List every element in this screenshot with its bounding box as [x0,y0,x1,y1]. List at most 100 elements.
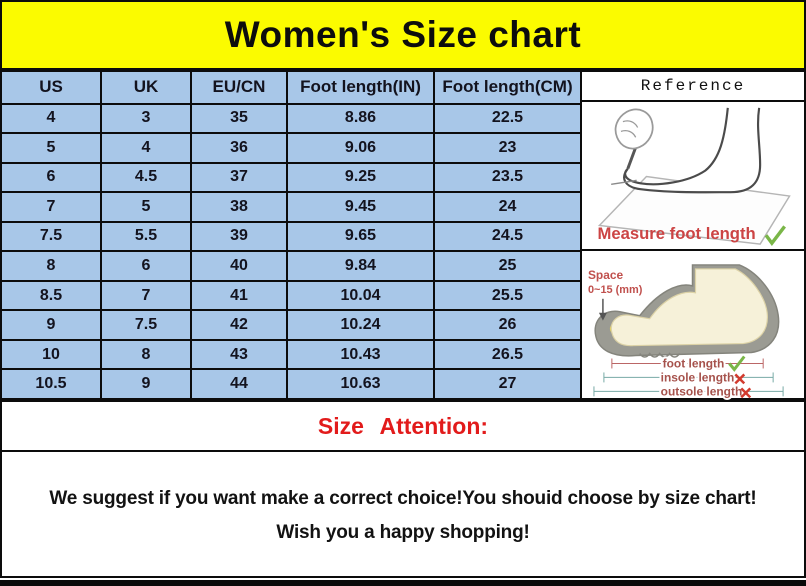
table-row: 6 4.5 37 9.25 23.5 [0,161,582,194]
foot-length-label: foot length [663,356,725,370]
table-cell: 22.5 [433,102,582,135]
table-cell: 25.5 [433,279,582,312]
table-row: 5 4 36 9.06 23 [0,132,582,164]
check-icon [764,225,786,246]
table-cell: 4.5 [100,161,192,194]
table-cell: 3 [100,102,192,135]
reference-header: Reference [582,72,804,102]
table-cell: 7.5 [0,220,102,253]
table-cell: 24.5 [433,220,582,253]
space-label-line1: Space [588,268,624,282]
table-header-row: US UK EU/CN Foot length(IN) Foot length(… [0,70,582,105]
space-label-line2: 0~15 (mm) [588,284,643,296]
table-cell: 5 [100,191,192,223]
reference-column: Reference Measure foot length [582,70,806,400]
table-cell: 10.24 [286,309,435,341]
table-row: 8 6 40 9.84 25 [0,250,582,282]
suggestion-line-1: We suggest if you want make a correct ch… [49,488,757,509]
table-row: 10 8 43 10.43 26.5 [0,338,582,371]
table-cell: 10.63 [286,368,435,400]
cross-icon [740,387,752,399]
table-cell: 7.5 [100,309,192,341]
table-cell: 10.5 [0,368,102,400]
column-header-foot-cm: Foot length(CM) [433,70,582,105]
toe-mark-line [611,179,637,186]
table-cell: 4 [100,132,192,164]
column-header-eucn: EU/CN [190,70,288,105]
table-cell: 23 [433,132,582,164]
table-cell: 27 [433,368,582,400]
table-cell: 7 [100,279,192,312]
insole-length-label: insole length [661,370,735,384]
table-cell: 9 [100,368,192,400]
table-cell: 4 [0,102,102,135]
table-cell: 38 [190,191,288,223]
table-row: 9 7.5 42 10.24 26 [0,309,582,341]
tread-squiggle [639,352,681,358]
shoe-length-box: Space 0~15 (mm) foot length [582,251,804,405]
table-cell: 36 [190,132,288,164]
table-row: 10.5 9 44 10.63 27 [0,368,582,400]
table-cell: 35 [190,102,288,135]
table-cell: 40 [190,250,288,282]
attention-section: Size Attention: [0,400,806,452]
table-cell: 9.06 [286,132,435,164]
table-cell: 39 [190,220,288,253]
table-cell: 8 [0,250,102,282]
suggestion-line-2: Wish you a happy shopping! [276,522,530,543]
table-row: 8.5 7 41 10.04 25.5 [0,279,582,312]
table-cell: 9 [0,309,102,341]
table-cell: 42 [190,309,288,341]
arrow-head [598,312,607,321]
table-cell: 8 [100,338,192,371]
table-cell: 8.86 [286,102,435,135]
chart-body: US UK EU/CN Foot length(IN) Foot length(… [0,70,806,400]
table-cell: 5 [0,132,102,164]
table-cell: 10 [0,338,102,371]
finger-lines [620,120,639,138]
table-cell: 44 [190,368,288,400]
bottom-bar [0,580,806,586]
table-row: 4 3 35 8.86 22.5 [0,102,582,135]
table-row: 7.5 5.5 39 9.65 24.5 [0,220,582,253]
table-cell: 7 [0,191,102,223]
table-cell: 6 [0,161,102,194]
hand-shape [614,108,654,150]
table-cell: 9.25 [286,161,435,194]
table-cell: 43 [190,338,288,371]
table-cell: 25 [433,250,582,282]
table-cell: 37 [190,161,288,194]
table-cell: 5.5 [100,220,192,253]
table-cell: 23.5 [433,161,582,194]
measure-foot-box: Measure foot length [582,102,804,251]
table-cell: 9.65 [286,220,435,253]
measure-caption: Measure foot length [597,224,755,243]
title-banner: Women's Size chart [0,0,806,70]
table-cell: 26.5 [433,338,582,371]
table-row: 7 5 38 9.45 24 [0,191,582,223]
table-cell: 24 [433,191,582,223]
foot-shape [610,268,768,347]
check-icon [728,355,746,372]
suggestion-section: We suggest if you want make a correct ch… [0,452,806,578]
cross-icon [734,373,746,385]
table-cell: 8.5 [0,279,102,312]
table-cell: 41 [190,279,288,312]
column-header-uk: UK [100,70,192,105]
outsole-length-label: outsole length [661,384,743,398]
paper-shape [597,175,791,245]
table-cell: 26 [433,309,582,341]
table-cell: 9.45 [286,191,435,223]
table-cell: 10.43 [286,338,435,371]
table-cell: 9.84 [286,250,435,282]
measure-foot-illustration: Measure foot length [597,107,791,246]
column-header-us: US [0,70,102,105]
table-cell: 6 [100,250,192,282]
table-cell: 10.04 [286,279,435,312]
column-header-foot-in: Foot length(IN) [286,70,435,105]
attention-title: Size Attention: [317,412,489,439]
size-table: US UK EU/CN Foot length(IN) Foot length(… [0,70,582,400]
shoe-length-illustration: Space 0~15 (mm) foot length [588,264,784,400]
page-title: Women's Size chart [224,14,582,55]
